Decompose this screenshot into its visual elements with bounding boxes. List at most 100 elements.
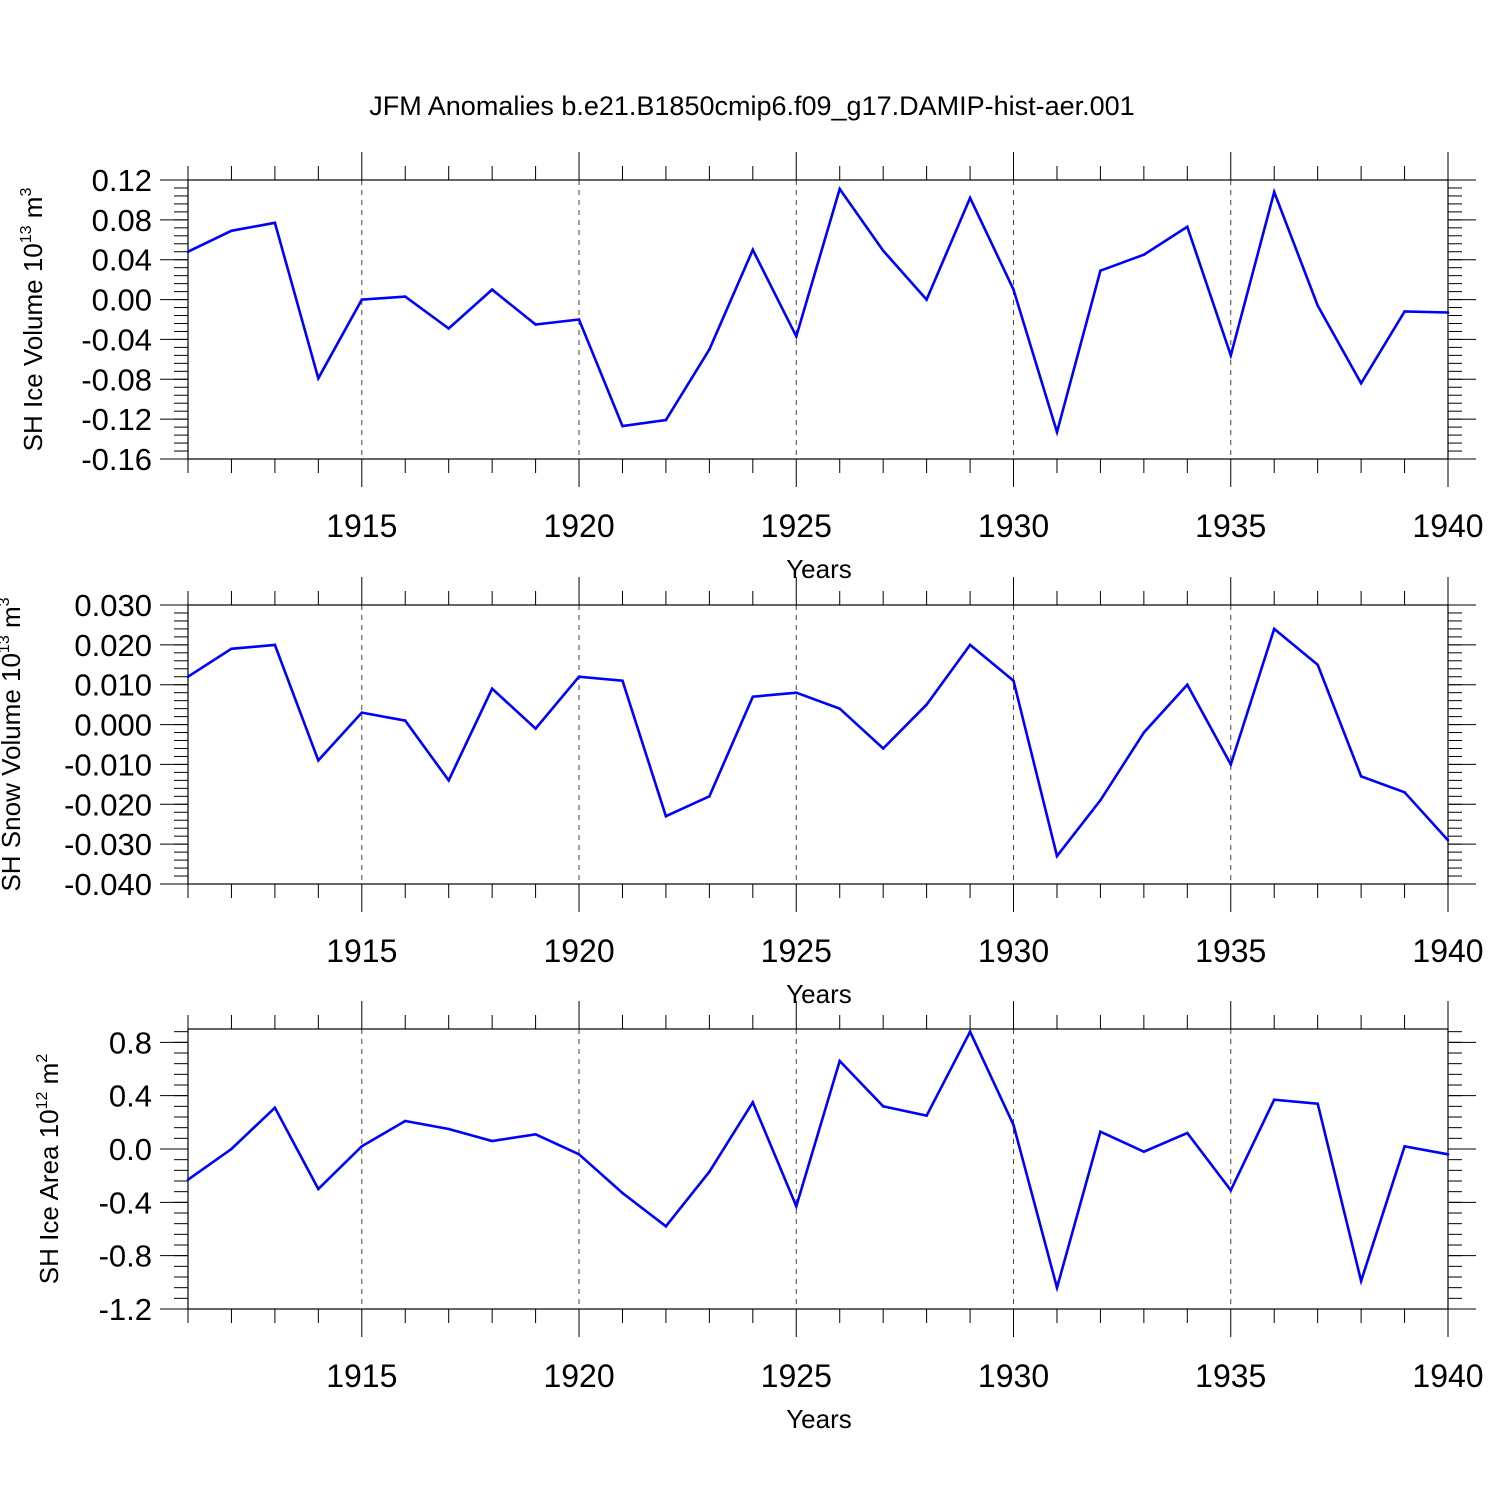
- data-point: [751, 248, 755, 252]
- data-point: [186, 250, 190, 254]
- data-point: [1055, 430, 1059, 434]
- y-tick-label: 0.020: [74, 628, 152, 663]
- data-point: [1316, 1102, 1319, 1105]
- data-point: [1142, 731, 1146, 734]
- data-point: [447, 779, 450, 782]
- x-tick-label: 1920: [543, 1358, 614, 1394]
- data-point: [1012, 1123, 1015, 1127]
- data-point: [534, 323, 537, 326]
- data-point: [1012, 288, 1015, 291]
- data-point: [577, 1153, 581, 1156]
- y-tick-label: 0.030: [74, 588, 152, 623]
- data-point: [881, 747, 885, 750]
- data-point: [1055, 1286, 1059, 1289]
- data-point: [1229, 354, 1233, 357]
- data-point: [838, 1059, 842, 1063]
- data-point: [1272, 1098, 1276, 1101]
- y-axis-label: SH Snow Volume 1013 m3: [0, 597, 26, 891]
- x-tick-label: 1930: [978, 933, 1049, 969]
- data-point: [794, 691, 798, 694]
- data-point: [708, 795, 711, 798]
- data-point: [490, 687, 494, 690]
- data-point: [664, 814, 668, 818]
- data-point: [1142, 1150, 1146, 1153]
- y-tick-label: -0.010: [64, 747, 152, 782]
- x-axis-label: Years: [786, 554, 852, 584]
- data-point: [664, 1225, 668, 1228]
- data-point: [881, 1105, 885, 1108]
- data-point: [1446, 1153, 1450, 1156]
- x-tick-label: 1925: [761, 933, 832, 969]
- y-tick-label: -0.12: [81, 402, 152, 437]
- data-point: [968, 643, 972, 647]
- data-point: [925, 703, 928, 706]
- data-point: [1403, 791, 1406, 794]
- data-point: [1186, 683, 1189, 687]
- x-tick-label: 1935: [1195, 933, 1266, 969]
- data-point: [230, 229, 233, 233]
- data-point: [881, 249, 885, 253]
- y-tick-label: -0.16: [81, 442, 152, 477]
- x-tick-label: 1935: [1195, 508, 1266, 544]
- data-point: [577, 675, 581, 679]
- data-point: [1403, 310, 1406, 313]
- y-axis-label: SH Ice Volume 1013 m3: [18, 188, 48, 452]
- x-tick-label: 1920: [543, 933, 614, 969]
- data-point: [621, 1191, 624, 1195]
- data-point: [360, 711, 364, 714]
- ice-area-panel: 1915 1920 1925 1930 1935 1940 Years -1.2 -0.8 -0.…: [34, 1001, 1484, 1434]
- y-tick-label: 0.0: [109, 1132, 152, 1167]
- data-point: [317, 376, 320, 380]
- data-point: [1229, 1189, 1233, 1192]
- data-point: [664, 418, 668, 422]
- plot-frame: [187, 179, 1449, 460]
- x-axis-label: Years: [786, 979, 852, 1009]
- data-point: [317, 1187, 320, 1191]
- data-point: [1099, 1130, 1102, 1133]
- x-tick-label: 1915: [326, 508, 397, 544]
- data-point: [186, 1178, 190, 1181]
- ice-volume-panel: 1915 1920 1925 1930 1935 1940 Years -0.16 -0.12 -…: [18, 152, 1484, 584]
- data-point: [1316, 304, 1319, 307]
- data-point: [490, 1139, 494, 1143]
- x-tick-label: 1925: [761, 508, 832, 544]
- x-tick-label: 1940: [1412, 933, 1483, 969]
- x-tick-label: 1925: [761, 1358, 832, 1394]
- data-point: [534, 727, 537, 730]
- data-point: [838, 187, 842, 191]
- data-point: [1359, 1279, 1363, 1283]
- snow-volume-panel: 1915 1920 1925 1930 1935 1940 Years -0.040 -0.03…: [0, 577, 1484, 1009]
- x-tick-label: 1915: [326, 1358, 397, 1394]
- data-point: [1272, 627, 1276, 631]
- data-point: [490, 288, 494, 291]
- y-tick-label: -0.020: [64, 787, 152, 822]
- data-point: [1229, 763, 1233, 766]
- x-tick-label: 1920: [543, 508, 614, 544]
- data-point: [838, 707, 842, 710]
- data-point: [403, 1119, 407, 1123]
- data-point: [1316, 663, 1319, 667]
- data-point: [1099, 269, 1102, 272]
- data-series-line: [187, 626, 1449, 860]
- x-tick-label: 1940: [1412, 508, 1483, 544]
- data-point: [403, 719, 407, 722]
- y-tick-label: 0.8: [109, 1025, 152, 1060]
- y-tick-label: -0.030: [64, 827, 152, 862]
- y-tick-label: 0.00: [92, 283, 152, 318]
- data-point: [925, 298, 928, 301]
- data-point: [534, 1133, 537, 1136]
- data-point: [1359, 775, 1363, 778]
- data-point: [1272, 190, 1276, 194]
- y-tick-label: -0.8: [99, 1239, 152, 1274]
- y-tick-label: -0.04: [81, 322, 152, 357]
- data-point: [1142, 253, 1146, 257]
- data-point: [1055, 854, 1059, 858]
- data-point: [273, 643, 277, 647]
- data-series-line: [187, 1028, 1449, 1293]
- data-point: [708, 1170, 711, 1173]
- data-point: [968, 1030, 972, 1033]
- data-point: [317, 759, 320, 762]
- data-point: [1012, 679, 1015, 683]
- plot-frame: [187, 604, 1449, 885]
